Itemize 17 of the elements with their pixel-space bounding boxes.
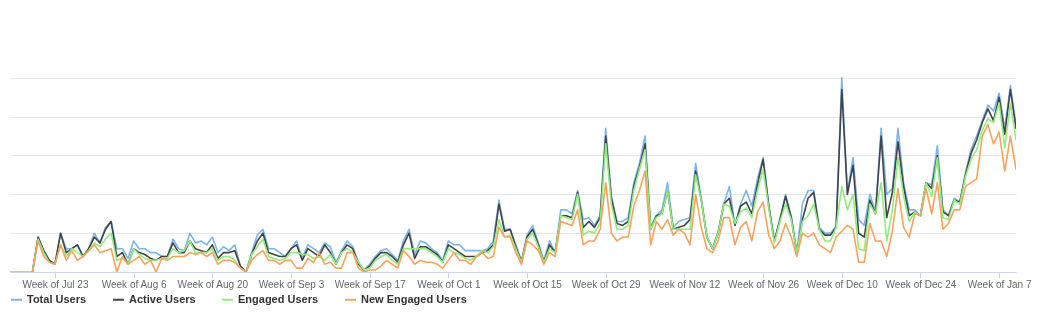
x-tick-label: Week of Oct 29 (571, 278, 642, 290)
x-tick-label: Week of Jan 7 (967, 278, 1032, 290)
legend-label: Total Users (27, 292, 87, 305)
x-tick-label: Week of Dec 10 (806, 278, 879, 290)
x-tick-label: Week of Aug 20 (177, 278, 249, 290)
x-tick-label: Week of Dec 24 (885, 278, 957, 290)
legend-label: Active Users (129, 292, 196, 305)
x-tick-label: Week of Jul 23 (22, 278, 89, 290)
x-tick-label: Week of Sep 17 (334, 278, 407, 290)
x-tick-label: Week of Sep 3 (258, 278, 325, 290)
x-tick-label: Week of Nov 26 (728, 278, 800, 290)
legend-label: Engaged Users (238, 292, 319, 305)
x-tick-label: Week of Aug 6 (101, 278, 168, 290)
legend-label: New Engaged Users (361, 292, 467, 305)
x-tick-label: Week of Oct 1 (417, 278, 481, 290)
x-tick-label: Week of Nov 12 (649, 278, 721, 290)
x-tick-label: Week of Oct 15 (493, 278, 563, 290)
